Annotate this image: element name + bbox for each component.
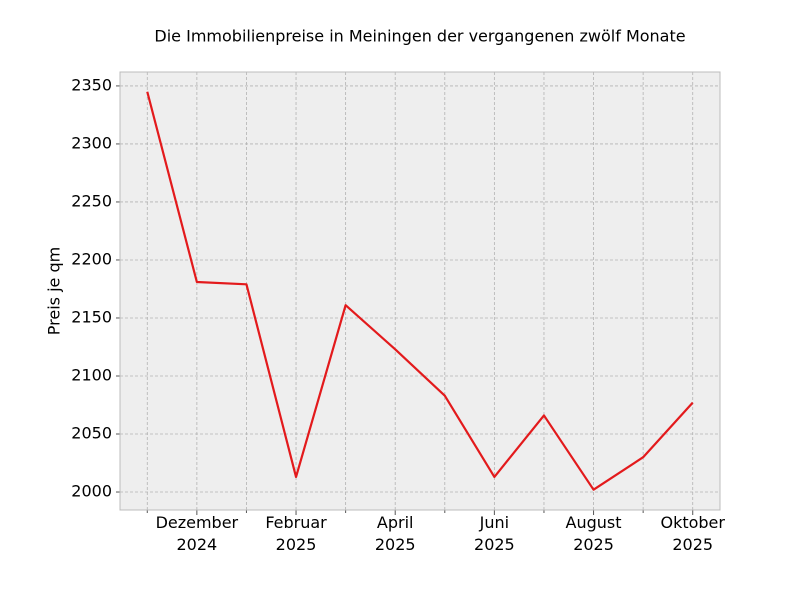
x-tick-label: August 2025 <box>565 513 622 554</box>
x-tick-label: Oktober 2025 <box>660 513 725 554</box>
y-tick-label: 2250 <box>71 191 112 210</box>
y-tick-label: 2200 <box>71 249 112 268</box>
y-axis-label: Preis je qm <box>45 247 64 335</box>
x-tick-label: Februar 2025 <box>265 513 327 554</box>
chart-title: Die Immobilienpreise in Meiningen der ve… <box>154 27 685 46</box>
line <box>146 91 694 491</box>
y-tick-label: 2350 <box>71 75 112 94</box>
x-tick-label: Dezember 2024 <box>155 513 239 554</box>
y-tick-label: 2000 <box>71 482 112 501</box>
x-tick-label: April 2025 <box>374 513 416 554</box>
y-tick-label: 2150 <box>71 307 112 326</box>
y-tick-label: 2100 <box>71 365 112 384</box>
x-tick-label: Juni 2025 <box>474 513 515 554</box>
y-tick-label: 2050 <box>71 424 112 443</box>
y-tick-label: 2300 <box>71 133 112 152</box>
plot-area <box>120 72 720 510</box>
plot-frame <box>119 71 721 511</box>
